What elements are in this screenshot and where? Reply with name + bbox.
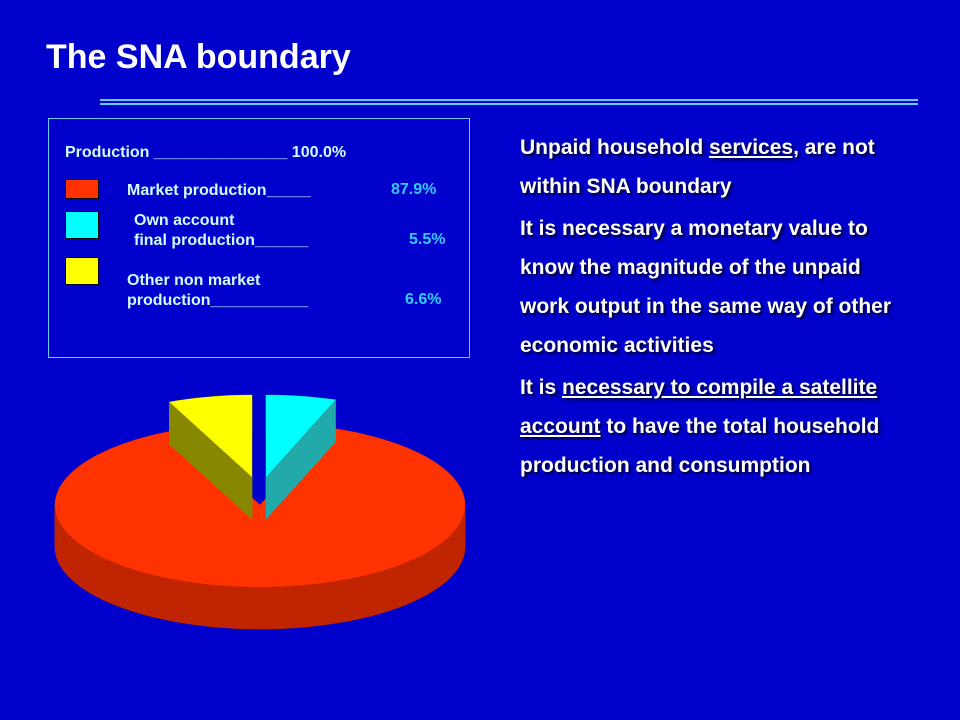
slice-side	[312, 582, 323, 627]
slice-side	[302, 583, 313, 628]
note: Unpaid household services, are not withi…	[520, 128, 910, 206]
legend-value: 5.5%	[409, 231, 446, 248]
slice-side	[368, 572, 378, 617]
slice-top	[169, 395, 252, 477]
slice-top	[55, 427, 465, 587]
slice-side	[137, 570, 147, 616]
slice-side	[69, 535, 75, 583]
slice-side	[451, 529, 456, 578]
slice-side	[350, 576, 360, 621]
legend-value: 87.9%	[391, 181, 437, 198]
pie-slice	[54, 427, 466, 630]
slice-side	[172, 578, 183, 624]
slice-side	[107, 559, 116, 606]
slice-side	[88, 549, 96, 597]
slice-side	[154, 575, 165, 620]
slice-side	[454, 525, 459, 574]
slice-side	[432, 544, 439, 592]
pie-slice	[265, 394, 336, 520]
slice-side	[376, 569, 386, 615]
slice-side	[60, 523, 64, 572]
legend-label: Other non market production___________	[127, 272, 309, 309]
slice-side	[241, 586, 253, 630]
note-text: Unpaid household	[520, 136, 709, 159]
slice-side	[359, 574, 369, 620]
slice-side	[442, 537, 448, 585]
slice-side	[146, 572, 156, 618]
slice-side	[251, 586, 263, 630]
slice-side	[66, 531, 71, 579]
note-text: are not within SNA boundary	[520, 136, 875, 198]
legend: Production _______________ 100.0% Market…	[48, 118, 470, 358]
note: It is necessary to compile a satellite a…	[520, 368, 910, 485]
note-text: necessary to compile a satellite account	[520, 376, 878, 438]
slice-side	[447, 533, 452, 581]
slice-side	[182, 580, 193, 625]
slice-side	[100, 556, 109, 603]
slice-side	[201, 583, 212, 628]
slice-side	[384, 566, 394, 613]
slice-side	[392, 564, 401, 610]
slice-side	[83, 546, 90, 593]
slice-side	[73, 538, 79, 586]
slide-title: The SNA boundary	[46, 38, 351, 76]
slice-side	[400, 561, 409, 608]
slice-side	[292, 584, 303, 629]
legend-label: Own account final production______	[134, 212, 309, 249]
slice-side	[221, 585, 232, 629]
legend-label: Market production_____	[127, 182, 312, 199]
legend-swatch	[65, 257, 99, 285]
slice-top	[266, 395, 336, 477]
slice-side	[261, 586, 273, 630]
notes: Unpaid household services, are not withi…	[520, 128, 910, 488]
note: It is necessary a monetary value to know…	[520, 209, 910, 365]
slice-side	[420, 551, 428, 599]
legend-swatch	[65, 211, 99, 239]
slice-side	[129, 567, 139, 614]
slice-side	[414, 555, 422, 602]
legend-value: 6.6%	[405, 291, 442, 308]
slice-side	[437, 541, 444, 589]
slice-side	[211, 584, 222, 628]
slice-side	[281, 585, 293, 629]
legend-header: Production _______________ 100.0%	[65, 144, 347, 161]
slice-side	[426, 548, 434, 595]
slice-side	[122, 565, 131, 611]
note-text: services,	[709, 136, 799, 159]
slice-side	[321, 581, 333, 626]
slice-side	[78, 542, 84, 590]
slice-side	[114, 562, 123, 609]
slice-side	[94, 553, 102, 600]
slice-side	[231, 585, 242, 630]
slice-side	[331, 579, 342, 625]
slice-side	[63, 527, 67, 575]
note-text: It is	[520, 376, 563, 399]
legend-swatch	[65, 179, 99, 199]
note-text: to have the total household production a…	[520, 415, 880, 477]
slice-side	[340, 578, 351, 623]
slice-side	[163, 577, 174, 622]
title-rule	[100, 99, 918, 101]
note-text: It is necessary a monetary value to know…	[520, 217, 892, 357]
slice-side	[457, 521, 461, 570]
slice-side	[191, 581, 202, 626]
slice-side	[407, 558, 416, 605]
title-rule	[100, 103, 918, 105]
slice-side	[271, 586, 283, 630]
pie-slice	[169, 394, 253, 520]
